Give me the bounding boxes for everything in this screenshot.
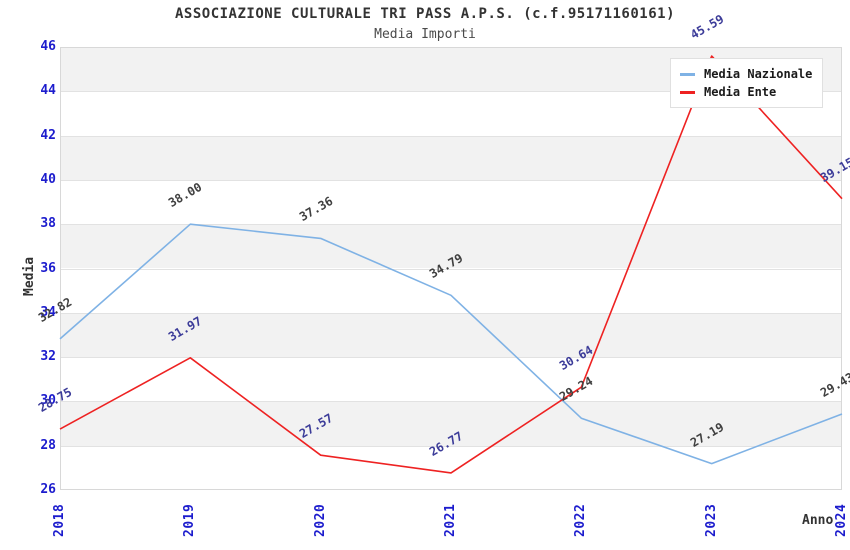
x-tick-label: 2024	[834, 503, 849, 537]
plot-band	[60, 312, 842, 358]
gridline	[60, 446, 842, 447]
plot-band	[60, 224, 842, 269]
gridline	[60, 136, 842, 137]
x-tick-label: 2023	[703, 503, 719, 537]
plot-band	[60, 268, 842, 313]
y-tick-label: 42	[40, 127, 56, 143]
plot-band	[60, 401, 842, 446]
y-tick-label: 34	[40, 304, 56, 320]
series-line-media-ente	[59, 55, 843, 474]
gridline	[60, 313, 842, 314]
legend-label: Media Nazionale	[704, 67, 813, 81]
y-tick-label: 38	[40, 216, 56, 232]
x-tick-label: 2020	[312, 503, 328, 537]
gridline	[60, 401, 842, 402]
y-tick-label: 40	[40, 171, 56, 187]
y-tick-label: 46	[40, 39, 56, 54]
x-axis-title: Anno	[802, 513, 834, 528]
y-tick-label: 30	[40, 393, 56, 409]
y-tick-label: 44	[40, 83, 56, 99]
x-tick-label: 2022	[573, 503, 589, 537]
y-tick-label: 36	[40, 260, 56, 276]
chart-subtitle: Media Importi	[374, 27, 476, 42]
legend-item: Media Nazionale	[680, 66, 812, 82]
gridline	[60, 269, 842, 270]
line-chart-svg	[59, 55, 843, 474]
legend-label: Media Ente	[704, 85, 777, 99]
plot-band	[60, 357, 842, 402]
y-tick-label: 26	[40, 482, 56, 497]
legend: Media Nazionale Media Ente	[670, 58, 824, 108]
x-tick-label: 2018	[52, 503, 67, 537]
gridline	[60, 224, 842, 225]
plot-band	[60, 179, 842, 225]
y-tick-label: 28	[40, 437, 56, 453]
series-line-media-nazionale	[59, 223, 843, 465]
gridline	[60, 357, 842, 358]
y-tick-label: 32	[40, 349, 56, 365]
plot-band	[60, 135, 842, 180]
x-tick-label: 2019	[182, 503, 198, 537]
chart-title: ASSOCIAZIONE CULTURALE TRI PASS A.P.S. (…	[174, 6, 675, 22]
plot-area: 32.82 38.00 37.36 34.79 29.24 27.19 29.43 28.75…	[36, 12, 850, 490]
gridline	[60, 180, 842, 181]
legend-swatch	[680, 90, 695, 94]
legend-item: Media Ente	[680, 84, 812, 100]
gridline	[60, 91, 842, 92]
x-tick-label: 2021	[443, 503, 458, 537]
plot-band	[60, 445, 842, 490]
legend-swatch	[680, 72, 695, 76]
